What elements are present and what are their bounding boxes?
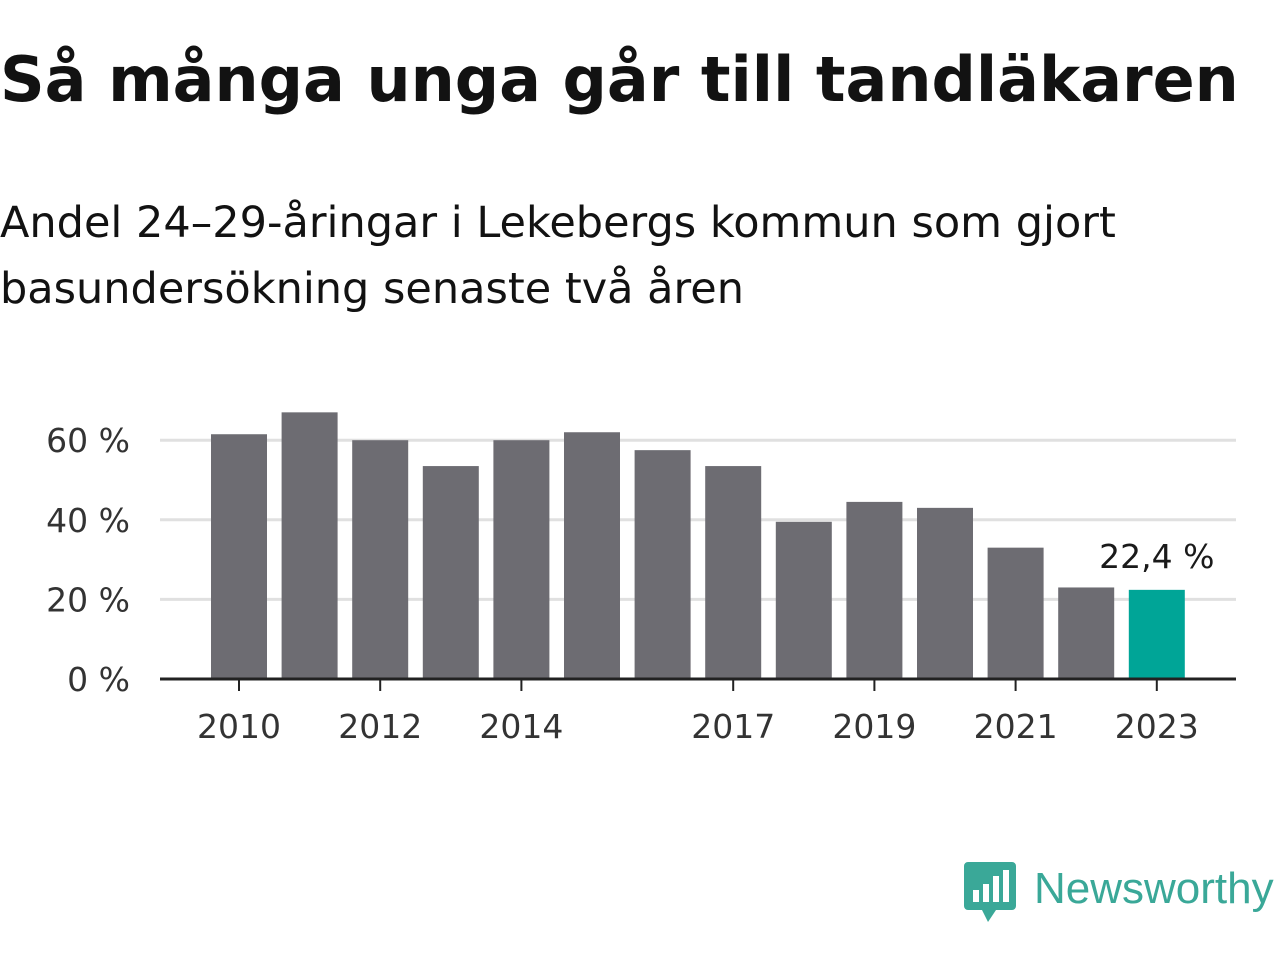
newsworthy-logo-icon bbox=[964, 862, 1016, 922]
x-tick-label-2023: 2023 bbox=[1115, 707, 1199, 746]
chart-title: Så många unga går till tandläkaren bbox=[0, 43, 1239, 116]
bar-2022 bbox=[1058, 587, 1115, 679]
bar-2012 bbox=[352, 440, 409, 679]
x-axis bbox=[160, 677, 1236, 691]
bar-2018 bbox=[775, 521, 832, 679]
bar-2023 bbox=[1128, 589, 1185, 679]
bar-2021 bbox=[987, 547, 1044, 679]
bar-2010 bbox=[211, 434, 267, 679]
x-tick-label-2012: 2012 bbox=[338, 707, 422, 746]
bars bbox=[211, 412, 1185, 679]
bar-2014 bbox=[493, 440, 550, 679]
chart-subtitle: Andel 24–29-åringar i Lekebergs kommun s… bbox=[0, 198, 1116, 314]
bar-2013 bbox=[422, 466, 479, 679]
bar-2016 bbox=[634, 450, 691, 679]
y-tick-label-20: 20 % bbox=[46, 580, 130, 619]
labels: 0 % 20 % 40 % 60 % 2010 2012 2014 2017 2019 2021 2… bbox=[46, 421, 1214, 746]
bar-2017 bbox=[705, 466, 762, 679]
bar-2019 bbox=[846, 501, 903, 679]
x-tick-label-2010: 2010 bbox=[197, 707, 281, 746]
x-tick-label-2021: 2021 bbox=[974, 707, 1058, 746]
x-tick-label-2019: 2019 bbox=[832, 707, 916, 746]
x-tick-label-2014: 2014 bbox=[479, 707, 563, 746]
x-tick-label-2017: 2017 bbox=[691, 707, 775, 746]
bar-2011 bbox=[281, 412, 338, 679]
brand-name: Newsworthy bbox=[1034, 864, 1274, 913]
y-tick-label-0: 0 % bbox=[67, 660, 130, 699]
y-tick-label-40: 40 % bbox=[46, 501, 130, 540]
bar-2015 bbox=[564, 432, 620, 679]
grid-lines bbox=[160, 438, 1236, 601]
newsworthy-logo: Newsworthy bbox=[964, 862, 1274, 926]
data-label-2023: 22,4 % bbox=[1099, 537, 1214, 576]
y-tick-label-60: 60 % bbox=[46, 421, 130, 460]
bar-2020 bbox=[917, 507, 973, 679]
